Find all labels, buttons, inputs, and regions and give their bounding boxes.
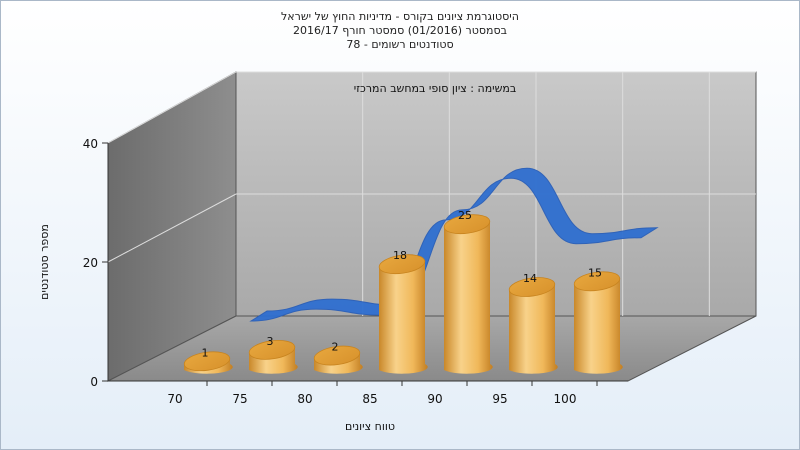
bar-cap xyxy=(183,351,231,372)
chart-subtitle: במשימה : ציון סופי במחשב המרכזי xyxy=(354,82,517,95)
bar xyxy=(248,339,298,374)
x-tick-label: 80 xyxy=(297,392,312,406)
y-tick-label: 0 xyxy=(90,375,98,389)
bar-cap xyxy=(573,271,621,292)
x-tick-label: 70 xyxy=(167,392,182,406)
bar-cap xyxy=(313,345,361,366)
bar-cap xyxy=(508,277,556,297)
bar-data-label: 15 xyxy=(588,266,602,279)
bar xyxy=(183,351,233,374)
x-tick-label: 95 xyxy=(492,392,507,406)
bar-cap xyxy=(443,214,491,235)
bars-group: 1 3 2 18 25 14 15 xyxy=(183,209,623,374)
bar-body xyxy=(509,284,558,374)
x-axis-label: טווח ציונים xyxy=(345,420,395,433)
bar-body xyxy=(444,221,493,374)
bar xyxy=(508,277,558,374)
grid-line-side xyxy=(107,71,237,144)
bar xyxy=(378,254,428,374)
bar-data-label: 3 xyxy=(267,335,274,348)
bar-cap xyxy=(378,254,426,275)
x-tick-label: 90 xyxy=(427,392,442,406)
x-tick-label: 100 xyxy=(554,392,577,406)
x-tick-label: 75 xyxy=(232,392,247,406)
bar-body xyxy=(379,261,428,374)
chart-title-line-3: סטודנטים רשומים - 78 xyxy=(346,38,454,51)
chart-title-line-1: היסטוגרמת ציונים בקורס - מדיניות החוץ של… xyxy=(281,10,519,23)
bar-data-label: 14 xyxy=(523,272,537,285)
grid-line-side xyxy=(107,193,237,263)
axes-group: 0 20 40 70 75 80 85 90 95 100 xyxy=(83,137,628,406)
y-tick-label: 20 xyxy=(83,256,98,270)
y-axis-label: מספר סטודנטים xyxy=(38,224,51,300)
bar-data-label: 2 xyxy=(332,341,339,354)
bar-data-label: 18 xyxy=(393,249,407,262)
y-tick-label: 40 xyxy=(83,137,98,151)
bar xyxy=(573,271,623,374)
bar-cap xyxy=(248,339,296,360)
bar-data-label: 1 xyxy=(202,346,209,359)
bar-body xyxy=(574,278,623,374)
chart-title-line-2: בסמסטר (01/2016) סמסטר חורף 2016/17 xyxy=(293,24,507,37)
bar xyxy=(443,214,493,374)
x-tick-label: 85 xyxy=(362,392,377,406)
bar-data-label: 25 xyxy=(458,209,472,222)
bar xyxy=(313,345,363,374)
